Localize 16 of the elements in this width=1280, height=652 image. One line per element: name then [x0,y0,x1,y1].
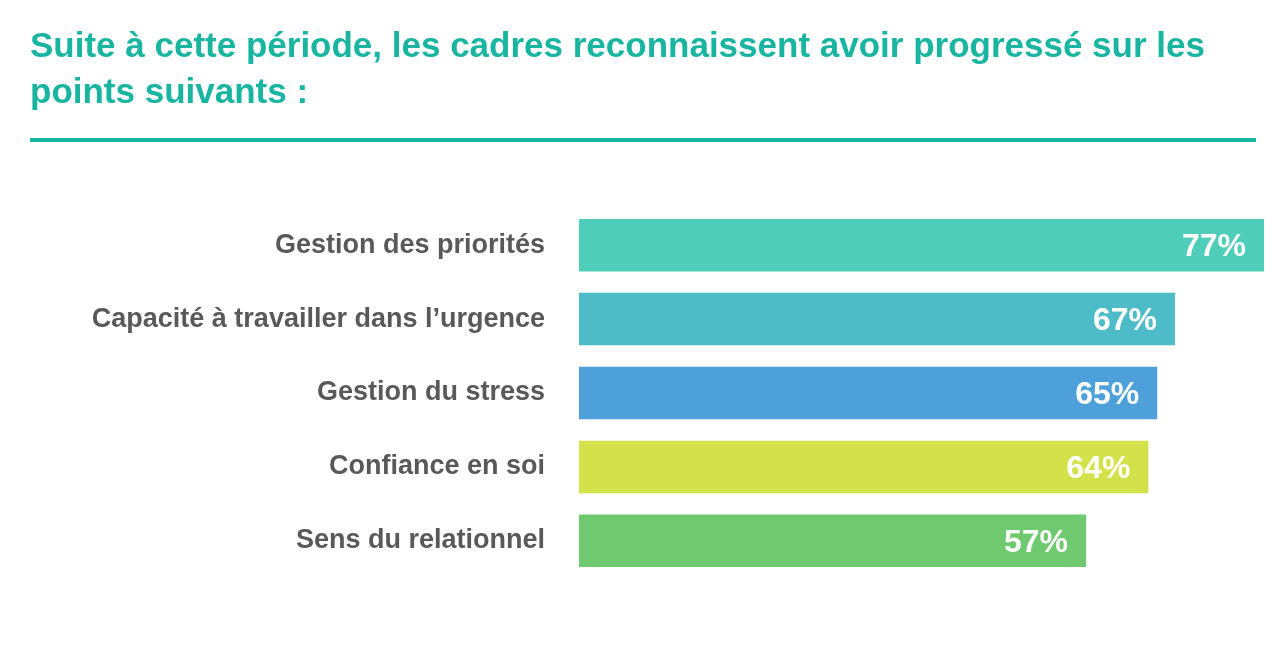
bar [579,366,1158,420]
bar [579,440,1149,494]
bar [579,292,1176,346]
data-label: 57% [1004,522,1069,559]
chart-title: Suite à cette période, les cadres reconnaissent avoir progressé sur les points suivants : [29,24,1206,112]
y-tick-label: Capacité à travailler dans l’urgence [91,302,545,333]
data-label: 77% [1181,226,1246,263]
bar [579,514,1087,568]
y-tick-label: Sens du relationnel [295,524,545,555]
y-tick-label: Gestion des priorités [274,228,545,259]
y-tick-label: Gestion du stress [316,376,545,407]
data-label: 67% [1092,300,1158,337]
bar [579,218,1264,272]
data-label: 65% [1075,374,1140,411]
data-label: 64% [1066,448,1131,485]
y-tick-label: Confiance en soi [328,450,545,481]
